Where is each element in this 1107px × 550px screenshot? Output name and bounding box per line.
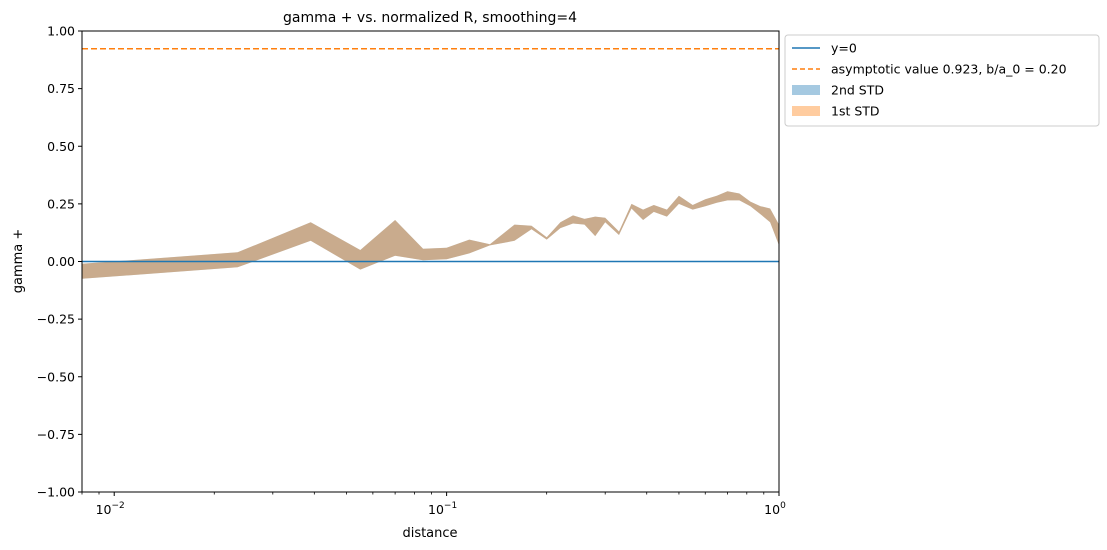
x-axis-label: distance: [402, 526, 457, 541]
y-tick-label: 0.50: [47, 139, 75, 154]
y-tick-label: 0.75: [47, 81, 75, 96]
y-tick-label: −0.75: [37, 427, 75, 442]
legend-box: [784, 34, 1100, 127]
reference-lines: [82, 47, 779, 263]
y-tick-label: −0.25: [37, 312, 75, 327]
x-axis: 10−2 10−1 100: [81, 492, 786, 517]
y-tick-label: −0.50: [37, 369, 75, 384]
band-layer: [82, 191, 779, 279]
legend-patch-swatch: [792, 85, 820, 95]
y-tick-label: 0.00: [47, 254, 75, 269]
y-tick-label: 1.00: [47, 24, 75, 39]
legend-label: asymptotic value 0.923, b/a_0 = 0.20: [831, 62, 1067, 77]
legend-patch-swatch: [792, 106, 820, 116]
y-axis: 1.00 0.75 0.50 0.25 0.00 −0.25 −0.50 −0.75 −1.00: [37, 24, 82, 500]
y-tick-label: 0.25: [47, 196, 75, 211]
std-band-2: [82, 191, 779, 279]
x-tick-label: 10−1: [428, 501, 457, 517]
chart-title: gamma + vs. normalized R, smoothing=4: [283, 10, 577, 26]
legend-label: 2nd STD: [831, 83, 884, 98]
legend: y=0 asymptotic value 0.923, b/a_0 = 0.20 2…: [784, 34, 1100, 127]
y-axis-label: gamma +: [11, 229, 26, 294]
legend-label: y=0: [831, 41, 857, 56]
x-tick-label: 10−2: [96, 501, 125, 517]
std-band-1: [82, 191, 779, 279]
x-tick-label: 100: [764, 501, 786, 517]
legend-label: 1st STD: [831, 104, 880, 119]
y-tick-label: −1.00: [37, 485, 75, 500]
